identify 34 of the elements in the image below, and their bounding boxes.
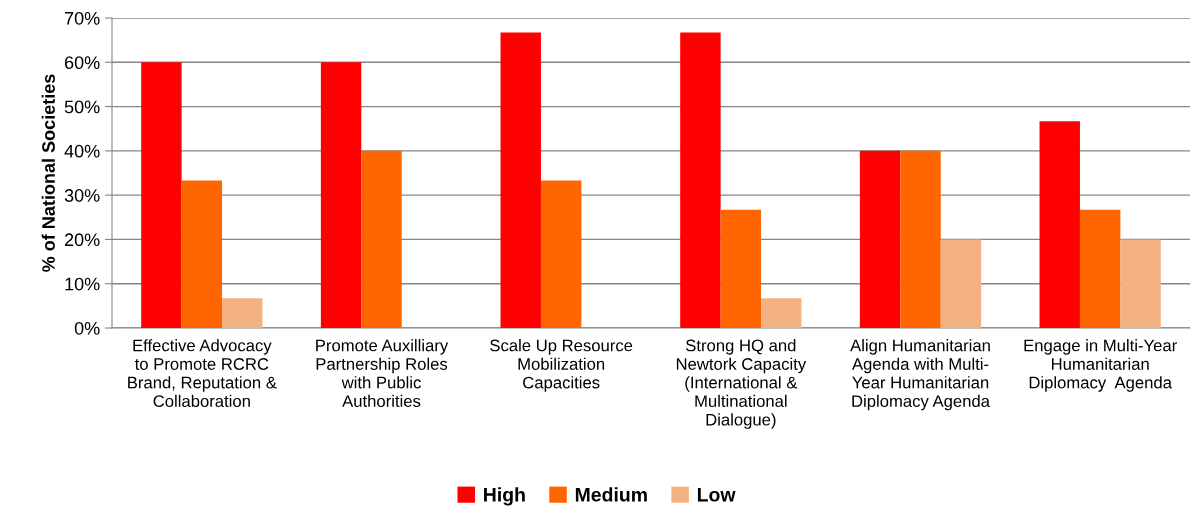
y-axis-title: % of National Societies — [41, 74, 55, 272]
y-tick-label: 40% — [64, 144, 100, 158]
x-tick-label: Promote Auxilliary Partnership Roles with Public Authorities — [316, 339, 449, 408]
legend-label: Low — [697, 488, 736, 502]
bar — [680, 32, 721, 328]
legend-label: Medium — [575, 487, 647, 502]
y-tick-label: 50% — [64, 100, 100, 114]
bar — [500, 32, 541, 328]
bar — [761, 298, 802, 328]
bar — [141, 62, 182, 328]
bar — [940, 239, 982, 328]
bar — [720, 209, 762, 328]
y-tick-label: 60% — [64, 56, 100, 70]
bar — [320, 62, 362, 328]
bar — [222, 298, 263, 328]
bar — [361, 150, 402, 328]
legend-label: High — [484, 487, 525, 506]
bar — [859, 150, 901, 328]
y-tick-label: 70% — [64, 11, 100, 25]
y-tick-label: 30% — [64, 189, 100, 202]
bar — [1039, 121, 1080, 328]
x-tick-label: Strong HQ and Newtork Capacity (International & Multinational Dialogue) — [676, 339, 807, 429]
bar — [181, 180, 223, 328]
x-tick-label: Scale Up Resource Mobilization Capacities — [490, 339, 633, 392]
x-tick-label: Effective Advocacy to Promote RCRC Brand, Reputation & Collaboration — [128, 339, 277, 408]
y-tick-label: 20% — [64, 233, 100, 247]
y-tick-label: 0% — [74, 321, 100, 335]
bar — [1079, 209, 1121, 328]
x-tick-label: Align Humanitarian Agenda with Multi- Year Humanitarian Diplomacy Agenda — [850, 339, 990, 411]
x-tick-label: Engage in Multi-Year Humanitarian Diplomacy Agenda — [1024, 339, 1177, 392]
y-tick-label: 10% — [65, 277, 100, 291]
bar — [1120, 239, 1161, 328]
bar — [540, 180, 582, 328]
bar — [900, 150, 941, 328]
